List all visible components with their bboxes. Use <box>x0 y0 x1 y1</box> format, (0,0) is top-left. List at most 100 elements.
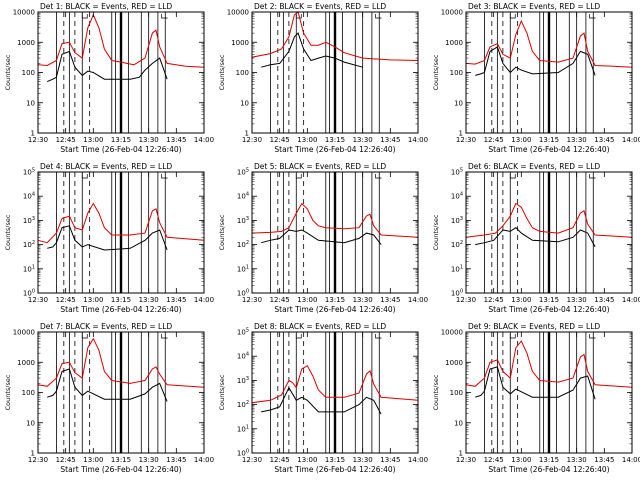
panel-title: Det 3: BLACK = Events, RED = LLD <box>468 2 600 11</box>
y-tick-label: 105 <box>23 168 35 177</box>
x-tick-label: 12:30 <box>242 296 262 304</box>
y-tick-label: 104 <box>237 192 249 201</box>
y-tick-label: 103 <box>23 216 35 225</box>
y-tick-label: 102 <box>23 240 35 249</box>
lld-series-line <box>37 13 205 68</box>
attenuator-mark <box>375 174 382 179</box>
lld-series-line <box>251 202 419 238</box>
x-tick-label: 12:30 <box>28 456 48 464</box>
x-axis-label: Start Time (26-Feb-04 12:26:40) <box>488 305 609 314</box>
detector-panel-9: 1 10 100 1000 10000 12:30 12:45 13:00 13:15 13:30… <box>432 322 640 474</box>
attenuator-mark <box>375 14 382 19</box>
x-tick-label: 13:15 <box>111 456 131 464</box>
x-tick-label: 13:30 <box>567 136 587 144</box>
y-tick-label: 102 <box>451 240 463 249</box>
y-tick-label: 102 <box>237 400 249 409</box>
y-tick-label: 100 <box>22 69 35 77</box>
x-tick-label: 14:00 <box>194 136 214 144</box>
x-tick-label: 12:30 <box>456 296 476 304</box>
y-tick-label: 1 <box>459 130 463 138</box>
y-axis-label: Counts/sec <box>432 374 440 410</box>
lld-series-line <box>251 11 419 61</box>
x-tick-label: 12:45 <box>56 296 76 304</box>
x-tick-label: 13:45 <box>166 136 186 144</box>
y-tick-label: 1000 <box>445 39 463 47</box>
detector-panel-6: 100 101 102 103 104 105 12:30 12:45 13:00 13:15 13… <box>432 162 640 314</box>
x-tick-label: 12:30 <box>456 136 476 144</box>
x-tick-label: 12:45 <box>270 296 290 304</box>
x-tick-label: 13:45 <box>380 456 400 464</box>
y-axis-label: Counts/sec <box>432 54 440 90</box>
y-tick-label: 1000 <box>445 359 463 367</box>
y-tick-label: 101 <box>237 424 249 433</box>
x-tick-label: 12:45 <box>56 136 76 144</box>
x-tick-label: 13:45 <box>594 296 614 304</box>
y-tick-label: 1 <box>245 130 249 138</box>
x-tick-label: 14:00 <box>408 296 428 304</box>
y-tick-label: 1000 <box>17 359 35 367</box>
y-tick-label: 104 <box>451 192 463 201</box>
x-tick-label: 13:45 <box>594 456 614 464</box>
detector-panel-5: 100 101 102 103 104 105 12:30 12:45 13:00 13:15 13… <box>218 162 428 314</box>
events-series-line <box>261 229 382 245</box>
x-tick-label: 13:45 <box>594 136 614 144</box>
attenuator-mark <box>295 14 302 19</box>
x-tick-label: 13:00 <box>297 456 317 464</box>
x-tick-label: 14:00 <box>194 296 214 304</box>
x-tick-label: 13:00 <box>511 296 531 304</box>
attenuator-mark <box>161 334 168 339</box>
x-tick-label: 13:15 <box>325 296 345 304</box>
y-tick-label: 104 <box>237 352 249 361</box>
x-tick-label: 13:15 <box>111 296 131 304</box>
x-axis-label: Start Time (26-Feb-04 12:26:40) <box>488 145 609 154</box>
y-tick-label: 10 <box>240 99 249 107</box>
x-tick-label: 13:45 <box>380 296 400 304</box>
x-tick-label: 12:30 <box>242 136 262 144</box>
events-series-line <box>261 32 363 68</box>
y-tick-label: 1000 <box>231 39 249 47</box>
attenuator-mark <box>81 174 88 179</box>
y-tick-label: 10000 <box>441 9 463 17</box>
events-series-line <box>47 50 168 83</box>
x-tick-label: 12:30 <box>456 456 476 464</box>
events-series-line <box>47 225 168 251</box>
x-tick-label: 13:00 <box>297 296 317 304</box>
y-tick-label: 10000 <box>13 9 35 17</box>
y-tick-label: 1 <box>459 450 463 458</box>
lld-series-line <box>251 365 419 404</box>
panel-title: Det 6: BLACK = Events, RED = LLD <box>468 162 600 171</box>
detector-panel-4: 100 101 102 103 104 105 12:30 12:45 13:00 13:15 13… <box>4 162 214 314</box>
y-tick-label: 10 <box>454 419 463 427</box>
y-axis-label: Counts/sec <box>4 54 12 90</box>
y-tick-label: 100 <box>450 69 463 77</box>
panel-title: Det 9: BLACK = Events, RED = LLD <box>468 322 600 331</box>
attenuator-mark <box>161 174 168 179</box>
panel-title: Det 2: BLACK = Events, RED = LLD <box>254 2 386 11</box>
attenuator-mark <box>509 174 516 179</box>
x-tick-label: 13:15 <box>539 456 559 464</box>
x-tick-label: 14:00 <box>408 136 428 144</box>
x-tick-label: 13:45 <box>380 136 400 144</box>
x-axis-label: Start Time (26-Feb-04 12:26:40) <box>60 465 181 474</box>
y-tick-label: 100 <box>236 69 249 77</box>
y-tick-label: 10 <box>26 419 35 427</box>
x-tick-label: 13:30 <box>139 456 159 464</box>
y-axis-label: Counts/sec <box>432 214 440 250</box>
x-tick-label: 14:00 <box>622 136 640 144</box>
x-tick-label: 13:30 <box>353 456 373 464</box>
y-tick-label: 100 <box>451 289 463 298</box>
detector-panel-8: 100 101 102 103 104 105 12:30 12:45 13:00 13:15 13… <box>218 322 428 474</box>
attenuator-mark <box>161 14 168 19</box>
panel-title: Det 7: BLACK = Events, RED = LLD <box>40 322 172 331</box>
x-tick-label: 14:00 <box>622 456 640 464</box>
x-axis-label: Start Time (26-Feb-04 12:26:40) <box>60 145 181 154</box>
attenuator-mark <box>509 334 516 339</box>
x-tick-label: 13:45 <box>166 296 186 304</box>
x-tick-label: 13:00 <box>511 456 531 464</box>
x-tick-label: 14:00 <box>408 456 428 464</box>
x-tick-label: 13:00 <box>511 136 531 144</box>
x-tick-label: 13:15 <box>325 456 345 464</box>
y-tick-label: 10 <box>454 99 463 107</box>
y-tick-label: 10000 <box>227 9 249 17</box>
